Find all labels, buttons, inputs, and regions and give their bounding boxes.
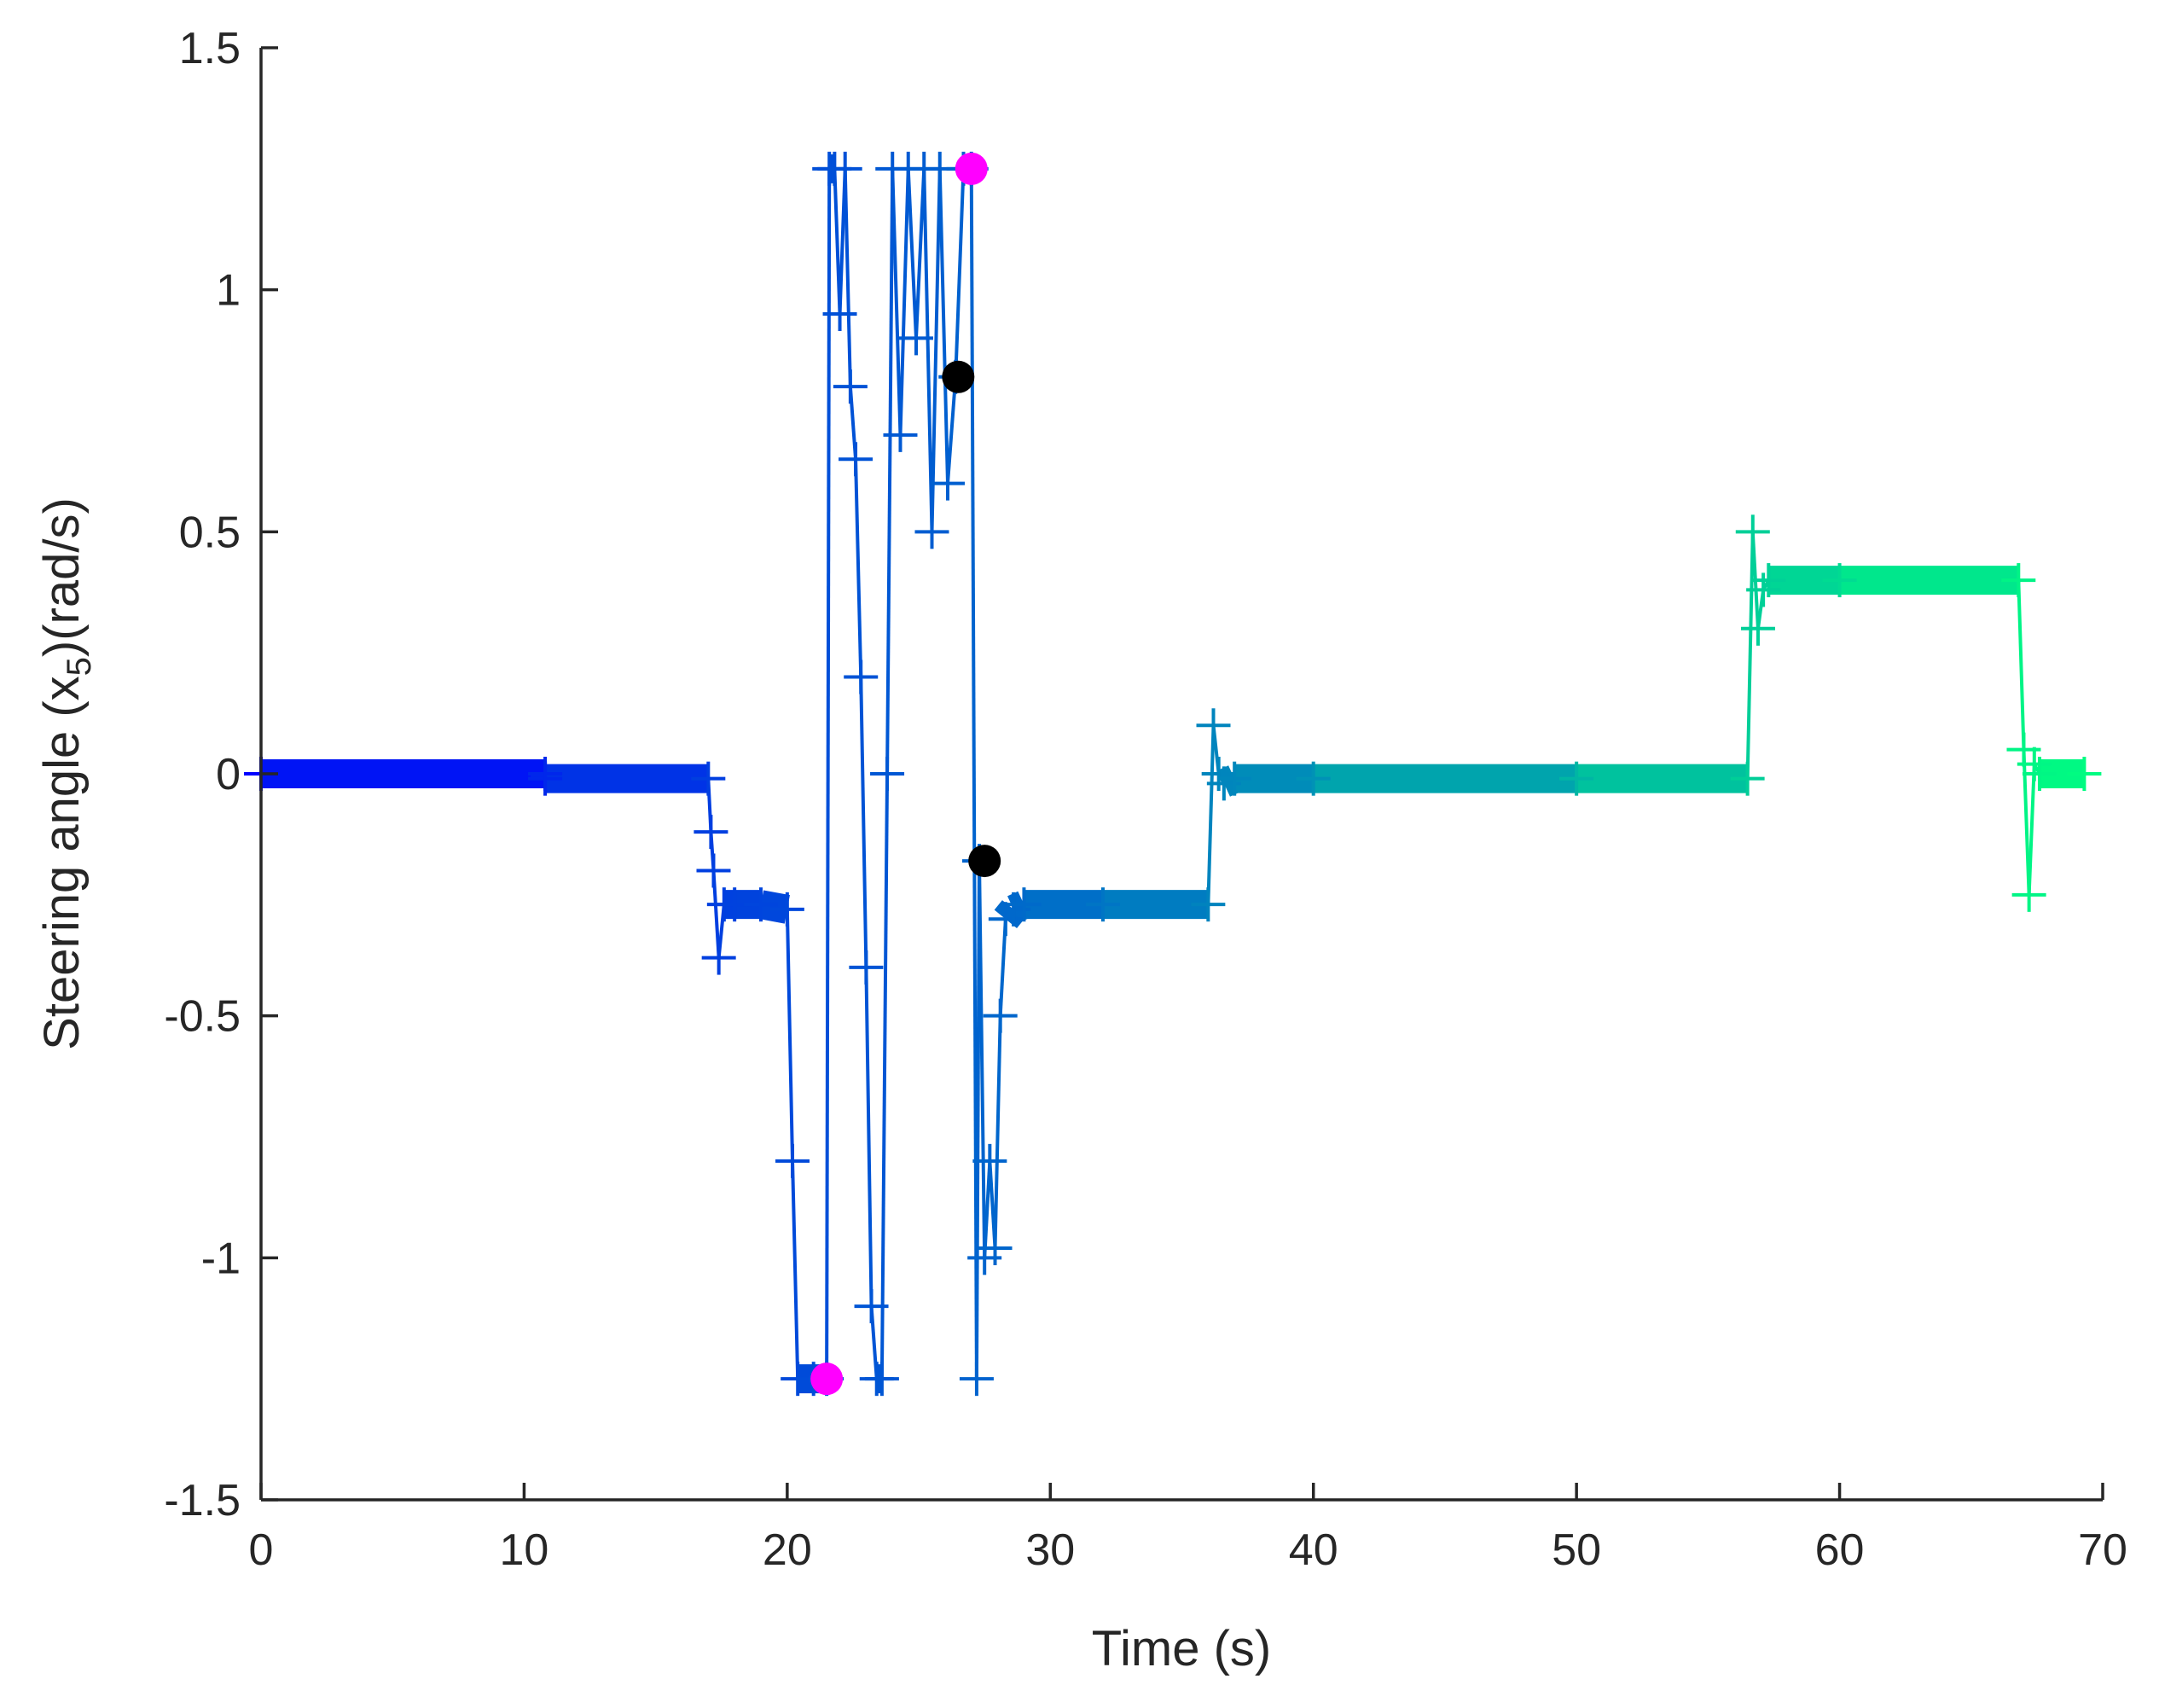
series-segment xyxy=(930,168,942,532)
data-point-marker xyxy=(972,1143,1007,1178)
data-point-marker xyxy=(854,1289,889,1324)
highlight-point-black-upper xyxy=(942,360,975,393)
series-segment xyxy=(864,967,873,1307)
data-point-marker xyxy=(1191,887,1226,922)
series-segment xyxy=(879,773,890,1380)
x-tick-label: 60 xyxy=(1815,1525,1865,1575)
data-point-marker xyxy=(1730,761,1765,796)
data-point-marker xyxy=(769,892,804,927)
plot-area xyxy=(244,151,2102,1397)
series-segment xyxy=(825,168,832,1380)
axes: 0 10 20 30 40 50 60 70 1.5 1 0.5 0 -0.5 -1 -1.5 xyxy=(164,24,2127,1575)
highlight-point-magenta-start xyxy=(810,1362,844,1396)
data-point-marker xyxy=(959,1362,994,1397)
data-point-marker xyxy=(978,1230,1013,1265)
data-point-marker xyxy=(844,659,879,694)
data-point-marker xyxy=(2022,757,2057,791)
y-tick-label: -1.5 xyxy=(164,1476,241,1525)
data-point-marker xyxy=(827,151,862,186)
series-segment xyxy=(922,168,934,532)
data-point-marker xyxy=(528,761,563,796)
series-segment xyxy=(906,168,918,339)
series-segment xyxy=(854,459,863,677)
data-point-marker xyxy=(691,761,726,796)
data-point-marker xyxy=(2011,877,2046,912)
series-segment xyxy=(978,861,987,1258)
data-point-marker xyxy=(839,442,873,477)
series-segment xyxy=(1206,725,1216,905)
y-tick-label: 1.5 xyxy=(179,24,241,73)
data-point-marker xyxy=(822,297,857,332)
data-point-marker xyxy=(701,940,736,975)
x-tick-label: 30 xyxy=(1025,1525,1075,1575)
x-tick-label: 0 xyxy=(249,1525,274,1575)
x-tick-label: 10 xyxy=(500,1525,549,1575)
x-ticks: 0 10 20 30 40 50 60 70 xyxy=(249,1483,2127,1575)
series-segment xyxy=(2027,764,2036,895)
data-point-marker xyxy=(696,853,731,888)
y-tick-label: -0.5 xyxy=(164,992,241,1042)
data-point-marker xyxy=(864,1362,899,1397)
series-segment xyxy=(785,909,795,1161)
y-axis-label-suffix: )(rad/s) xyxy=(34,497,90,657)
data-point-marker xyxy=(1085,887,1120,922)
y-tick-label: -1 xyxy=(201,1234,241,1283)
data-point-marker xyxy=(2067,757,2102,791)
y-axis-label-main: Steering angle (x xyxy=(34,676,90,1049)
series-segment xyxy=(859,677,868,967)
data-point-marker xyxy=(849,950,884,985)
series-segment xyxy=(885,168,895,775)
series-segment xyxy=(914,168,926,339)
data-point-marker xyxy=(1217,761,1252,796)
series-segment xyxy=(954,168,966,377)
data-point-marker xyxy=(1296,761,1331,796)
x-tick-label: 50 xyxy=(1552,1525,1601,1575)
data-point-marker xyxy=(1559,761,1594,796)
data-point-marker xyxy=(883,417,918,452)
y-tick-label: 0.5 xyxy=(179,508,241,557)
x-axis-label: Time (s) xyxy=(1092,1621,1271,1676)
data-point-marker xyxy=(1735,514,1770,549)
data-point-marker xyxy=(870,757,905,791)
y-axis-label: Steering angle (x5)(rad/s) xyxy=(34,497,98,1050)
highlight-point-black-lower xyxy=(968,845,1001,878)
data-point-marker xyxy=(1740,611,1775,646)
data-point-marker xyxy=(694,815,728,850)
y-tick-label: 0 xyxy=(216,750,241,799)
data-point-marker xyxy=(1196,708,1231,743)
series-segment xyxy=(1745,532,1755,779)
series-segment xyxy=(946,376,958,484)
series-segment xyxy=(833,168,842,315)
x-tick-label: 40 xyxy=(1289,1525,1338,1575)
data-point-marker xyxy=(744,887,779,922)
series-segment xyxy=(2017,580,2026,750)
data-point-marker xyxy=(898,321,933,356)
data-point-marker xyxy=(833,369,868,404)
series-segment xyxy=(791,1160,800,1380)
data-point-marker xyxy=(1007,887,1042,922)
series-segment xyxy=(843,168,852,387)
highlight-layer xyxy=(810,152,1001,1396)
series-segment xyxy=(898,168,910,435)
data-point-marker xyxy=(1751,563,1786,598)
data-point-marker xyxy=(914,514,949,549)
y-ticks: 1.5 1 0.5 0 -0.5 -1 -1.5 xyxy=(164,24,278,1525)
y-tick-label: 1 xyxy=(216,266,241,316)
data-point-marker xyxy=(930,466,965,501)
data-point-marker xyxy=(983,998,1018,1033)
highlight-point-magenta-end xyxy=(955,152,988,185)
x-tick-label: 70 xyxy=(2078,1525,2127,1575)
series-segment xyxy=(937,168,949,484)
data-point-marker xyxy=(775,1143,810,1178)
series-segment xyxy=(891,168,902,435)
y-axis-label-subscript: 5 xyxy=(61,657,98,676)
series-segment xyxy=(993,1015,1002,1249)
series-segment xyxy=(969,168,978,1380)
data-point-marker xyxy=(1822,563,1857,598)
x-tick-label: 20 xyxy=(763,1525,812,1575)
data-point-marker xyxy=(2001,563,2036,598)
